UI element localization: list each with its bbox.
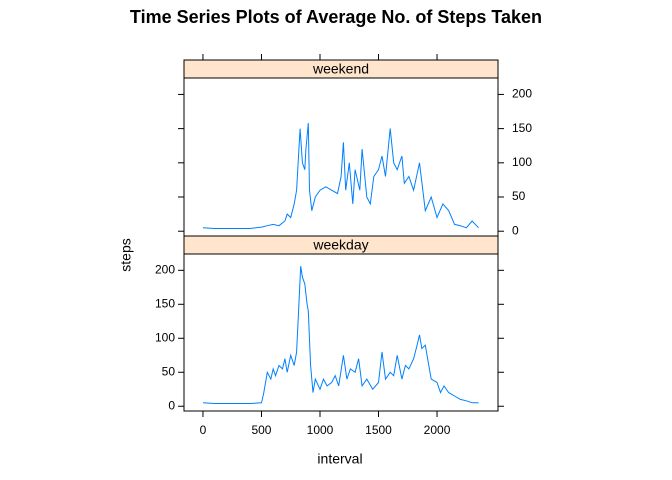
y-tick-label: 0 — [512, 223, 519, 237]
data-line — [202, 266, 479, 404]
strip-label: weekend — [312, 61, 369, 77]
y-tick-label: 0 — [168, 398, 175, 412]
strip-label: weekday — [312, 237, 368, 253]
y-axis-title: steps — [118, 238, 134, 271]
panel-frame — [183, 253, 499, 412]
x-tick-label: 500 — [251, 423, 271, 437]
y-tick-label: 150 — [512, 121, 532, 135]
panel-frame — [183, 77, 499, 237]
x-tick-label: 1000 — [307, 423, 334, 437]
chart-title: Time Series Plots of Average No. of Step… — [130, 7, 542, 27]
x-tick-label: 0 — [200, 423, 207, 437]
y-tick-label: 200 — [512, 87, 532, 101]
y-tick-label: 100 — [155, 330, 175, 344]
y-tick-label: 200 — [155, 262, 175, 276]
y-tick-label: 150 — [155, 296, 175, 310]
y-tick-label: 50 — [162, 364, 176, 378]
x-tick-label: 1500 — [365, 423, 392, 437]
y-tick-label: 50 — [512, 189, 526, 203]
x-tick-label: 2000 — [424, 423, 451, 437]
data-line — [202, 123, 479, 229]
y-tick-label: 100 — [512, 155, 532, 169]
x-axis-title: interval — [317, 451, 362, 467]
